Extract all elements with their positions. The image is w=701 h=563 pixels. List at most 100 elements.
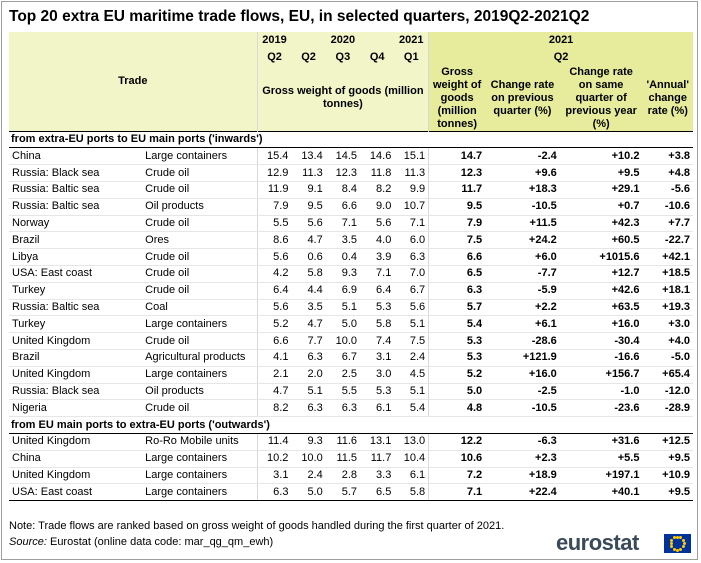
cell-value: 6.4: [256, 282, 292, 300]
header-year-2021: 2021: [394, 32, 429, 49]
cell-value: +65.4: [642, 366, 693, 384]
cell-goods: Large containers: [142, 483, 258, 502]
cell-value: 8.2: [360, 181, 395, 199]
cell-value: 11.3: [394, 164, 429, 182]
cell-value: 4.0: [360, 231, 395, 250]
cell-value: +63.5: [559, 299, 643, 317]
cell-value: 4.4: [291, 282, 326, 300]
cell-goods: Ores: [142, 231, 258, 250]
cell-value: 2.4: [394, 349, 429, 367]
cell-partner: Libya: [9, 248, 143, 266]
cell-value: 3.1: [360, 349, 395, 367]
cell-value: 9.5: [428, 198, 486, 216]
star-icon: [676, 548, 679, 552]
cell-value: 11.9: [256, 181, 292, 199]
cell-value: +9.6: [485, 164, 560, 182]
cell-value: +121.9: [485, 349, 560, 367]
cell-value: 5.5: [256, 215, 292, 233]
cell-value: 2.4: [291, 467, 326, 485]
cell-value: +18.9: [485, 467, 560, 485]
cell-value: +4.0: [642, 332, 693, 350]
cell-value: 5.3: [428, 332, 486, 350]
cell-value: +22.4: [485, 483, 560, 502]
cell-value: 5.6: [256, 299, 292, 317]
cell-value: 14.6: [360, 147, 395, 166]
cell-value: 5.6: [291, 215, 326, 233]
table-row: Brazil Agricultural products 4.1 6.3 6.7 3.1 2…: [9, 349, 693, 367]
star-icon: [670, 538, 674, 542]
section-header: from EU main ports to extra-EU ports ('o…: [9, 416, 693, 434]
table-row: Russia: Black sea Crude oil 12.9 11.3 12.3 11…: [9, 164, 693, 182]
cell-value: 5.3: [428, 349, 486, 367]
cell-value: 7.1: [394, 215, 429, 233]
cell-value: 5.7: [325, 483, 361, 502]
cell-value: -22.7: [642, 231, 693, 250]
cell-value: 11.3: [291, 164, 326, 182]
cell-value: +18.5: [642, 265, 693, 283]
cell-goods: Crude oil: [142, 399, 258, 418]
cell-value: -2.5: [485, 383, 560, 401]
cell-goods: Crude oil: [142, 181, 258, 199]
cell-value: 6.3: [256, 483, 292, 502]
table-row: USA: East coast Crude oil 4.2 5.8 9.3 7.1 7.0 6…: [9, 265, 693, 283]
cell-partner: United Kingdom: [9, 432, 143, 451]
cell-value: 8.4: [325, 181, 361, 199]
cell-value: +9.5: [642, 450, 693, 468]
cell-value: 5.4: [428, 315, 486, 334]
cell-value: 7.5: [428, 231, 486, 250]
cell-value: -1.0: [559, 383, 643, 401]
cell-partner: China: [9, 450, 143, 468]
cell-value: -5.9: [485, 282, 560, 300]
cell-value: 7.0: [394, 265, 429, 283]
cell-partner: Russia: Baltic sea: [9, 181, 143, 199]
star-icon: [670, 545, 674, 549]
cell-value: +5.5: [559, 450, 643, 468]
header-year-2021-q2: 2021: [428, 32, 693, 49]
cell-value: 10.4: [394, 450, 429, 468]
cell-value: +19.3: [642, 299, 693, 317]
cell-goods: Crude oil: [142, 265, 258, 283]
cell-value: 7.2: [428, 467, 486, 485]
cell-value: 14.7: [428, 147, 486, 166]
cell-value: 0.6: [291, 248, 326, 266]
cell-goods: Crude oil: [142, 248, 258, 266]
cell-value: 5.6: [256, 248, 292, 266]
cell-partner: United Kingdom: [9, 467, 143, 485]
table-source: Source: Eurostat (online data code: mar_…: [9, 536, 273, 548]
cell-value: 6.1: [360, 399, 395, 418]
cell-value: 7.5: [394, 332, 429, 350]
cell-value: 5.7: [428, 299, 486, 317]
cell-value: 11.7: [428, 181, 486, 199]
header-quarter-row: Q2 Q2 Q3 Q4 Q1 Q2: [9, 48, 693, 66]
header-label-row: Gross weight of goods (million tonnes) G…: [9, 65, 693, 132]
star-icon: [679, 547, 683, 551]
cell-value: +42.3: [559, 215, 643, 233]
cell-value: +6.1: [485, 315, 560, 334]
cell-value: +10.9: [642, 467, 693, 485]
eu-flag-icon: [664, 534, 691, 553]
cell-value: 13.1: [360, 432, 395, 451]
table-row: Turkey Crude oil 6.4 4.4 6.9 6.4 6.7 6.3 -5.9 +42…: [9, 282, 693, 300]
cell-value: 5.4: [394, 399, 429, 418]
cell-value: 13.0: [394, 432, 429, 451]
table-row: China Large containers 15.4 13.4 14.5 14.6 15.…: [9, 147, 693, 166]
table-row: Russia: Baltic sea Crude oil 11.9 9.1 8.4 8.2…: [9, 181, 693, 199]
cell-goods: Crude oil: [142, 332, 258, 350]
star-icon: [676, 535, 679, 539]
source-label: Source:: [9, 536, 47, 548]
table-row: United Kingdom Crude oil 6.6 7.7 10.0 7.4 7.5 5…: [9, 332, 693, 350]
table-row: Russia: Baltic sea Coal 5.6 3.5 5.1 5.3 5.6 5.7…: [9, 299, 693, 317]
cell-value: -30.4: [559, 332, 643, 350]
cell-goods: Large containers: [142, 467, 258, 485]
section-label: from extra-EU ports to EU main ports ('i…: [9, 130, 693, 148]
cell-value: -10.5: [485, 399, 560, 418]
header-year-2020: 2020: [291, 32, 395, 49]
cell-value: 7.1: [325, 215, 361, 233]
cell-value: 4.2: [256, 265, 292, 283]
cell-value: 5.1: [325, 299, 361, 317]
cell-goods: Oil products: [142, 198, 258, 216]
cell-partner: Russia: Baltic sea: [9, 299, 143, 317]
cell-value: 7.9: [256, 198, 292, 216]
cell-value: 3.0: [360, 366, 395, 384]
cell-value: +60.5: [559, 231, 643, 250]
